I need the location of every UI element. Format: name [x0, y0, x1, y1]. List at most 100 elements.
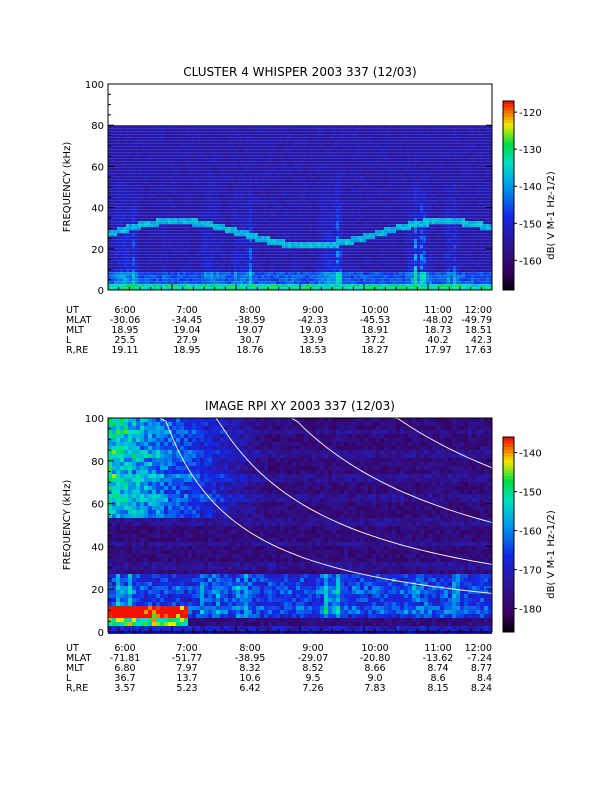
ephemeris-value: -71.81: [110, 653, 141, 664]
colorbar-segment: [503, 534, 514, 539]
ephemeris-value: 13.7: [176, 673, 197, 684]
colorbar-segment: [503, 463, 514, 467]
colorbar-segment: [503, 482, 514, 487]
ephemeris-label: R,RE: [66, 345, 88, 356]
ephemeris-value: 8.52: [302, 663, 323, 674]
colorbar-segment: [503, 101, 514, 105]
ephemeris-value: 19.07: [236, 325, 263, 336]
ephemeris-value: 9.0: [367, 673, 382, 684]
colorbar-segment: [503, 277, 514, 282]
colorbar-segment: [503, 450, 514, 454]
colorbar-segment: [503, 135, 514, 140]
colorbar-segment: [503, 220, 514, 225]
colorbar-segment: [503, 443, 514, 448]
ephemeris-value: 18.91: [361, 325, 388, 336]
spectrogram: [108, 125, 492, 291]
ephemeris-value: 27.9: [176, 335, 197, 346]
colorbar-segment: [503, 189, 514, 193]
colorbar-segment: [503, 211, 514, 215]
y-tick-label: 40: [91, 204, 104, 215]
colorbar-segment: [503, 239, 514, 244]
colorbar-segment: [503, 236, 514, 241]
colorbar-segment: [503, 261, 514, 266]
ephemeris-table: UT 6:00 7:00 8:00 9:00 10:00 11:00 12:00 MLAT -71…: [66, 643, 492, 694]
colorbar-segment: [503, 495, 514, 500]
colorbar-segment: [503, 204, 514, 209]
y-tick-label: 40: [91, 542, 104, 553]
ephemeris-value: 7.26: [302, 683, 323, 694]
colorbar-tick-label: -130: [519, 145, 542, 156]
ephemeris-value: 33.9: [302, 335, 323, 346]
ephemeris-value: 6:00: [114, 305, 135, 316]
ephemeris-value: 17.63: [465, 345, 492, 356]
ephemeris-value: 6.42: [239, 683, 260, 694]
colorbar-segment: [503, 217, 514, 222]
curve-1: [115, 417, 493, 594]
ephemeris-value: 11:00: [424, 643, 451, 654]
colorbar-segment: [503, 537, 514, 542]
colorbar: -140 -150 -160 -170 -180 dB( V M-1 Hz-1/2): [502, 436, 557, 633]
colorbar-tick-label: -140: [519, 182, 542, 193]
y-tick-label: 0: [98, 628, 104, 639]
ephemeris-label: UT: [66, 305, 79, 316]
colorbar-segment: [503, 271, 514, 275]
ephemeris-value: -51.77: [172, 653, 203, 664]
colorbar-segment: [503, 596, 514, 600]
colorbar-segment: [503, 456, 514, 461]
colorbar-segment: [503, 602, 514, 607]
colorbar-segment: [503, 192, 514, 196]
colorbar-tick-label: -150: [519, 219, 542, 230]
panel-1: CLUSTER 4 WHISPER 2003 337 (12/03) 0 20 40 6…: [62, 65, 557, 356]
y-axis-label: FREQUENCY (kHz): [62, 142, 73, 233]
colorbar-segment: [503, 476, 514, 480]
ephemeris-label: UT: [66, 643, 79, 654]
colorbar-segment: [503, 437, 514, 441]
ephemeris-value: 7.83: [364, 683, 385, 694]
colorbar-segment: [503, 110, 514, 115]
colorbar-segment: [503, 576, 514, 581]
colorbar-segment: [503, 286, 514, 291]
colorbar-segment: [503, 515, 514, 519]
ephemeris-value: 9:00: [302, 305, 323, 316]
colorbar-segment: [503, 145, 514, 149]
ephemeris-value: 8:00: [239, 305, 260, 316]
ephemeris-value: 18.27: [361, 345, 388, 356]
ephemeris-value: 18.95: [173, 345, 200, 356]
colorbar-tick-label: -160: [519, 256, 542, 267]
colorbar-segment: [503, 469, 514, 474]
ephemeris-value: 9:00: [302, 643, 323, 654]
colorbar-segment: [503, 567, 514, 571]
colorbar-label: dB( V M-1 Hz-1/2): [546, 171, 557, 260]
ephemeris-value: 36.7: [114, 673, 135, 684]
colorbar-segment: [503, 179, 514, 184]
y-tick-label: 100: [85, 414, 104, 425]
colorbar-segment: [503, 570, 514, 574]
ephemeris-value: 12:00: [465, 643, 492, 654]
ephemeris-table: UT 6:00 7:00 8:00 9:00 10:00 11:00 12:00 MLAT -30…: [66, 305, 492, 356]
colorbar-segment: [503, 492, 514, 496]
y-tick-label: 80: [91, 121, 104, 132]
colorbar-segment: [503, 230, 514, 234]
colorbar-segment: [503, 283, 514, 288]
ephemeris-label: MLAT: [66, 653, 91, 664]
colorbar-segment: [503, 541, 514, 545]
colorbar-segment: [503, 472, 514, 477]
colorbar-segment: [503, 249, 514, 253]
ephemeris-value: 19.11: [111, 345, 138, 356]
colorbar-segment: [503, 141, 514, 146]
ephemeris-value: 30.7: [239, 335, 260, 346]
y-tick-label: 80: [91, 457, 104, 468]
colorbar-segment: [503, 560, 514, 565]
ephemeris-value: 10:00: [361, 643, 388, 654]
ephemeris-value: 5.23: [176, 683, 197, 694]
ephemeris-value: 7.97: [176, 663, 197, 674]
colorbar-segment: [503, 580, 514, 584]
colorbar-segment: [503, 453, 514, 457]
y-tick-label: 20: [91, 585, 104, 596]
colorbar-segment: [503, 245, 514, 250]
colorbar-segment: [503, 173, 514, 178]
ephemeris-value: -42.33: [298, 315, 329, 326]
y-axis-label: FREQUENCY (kHz): [62, 480, 73, 571]
ephemeris-value: -38.59: [235, 315, 266, 326]
ephemeris-value: 8.6: [430, 673, 445, 684]
